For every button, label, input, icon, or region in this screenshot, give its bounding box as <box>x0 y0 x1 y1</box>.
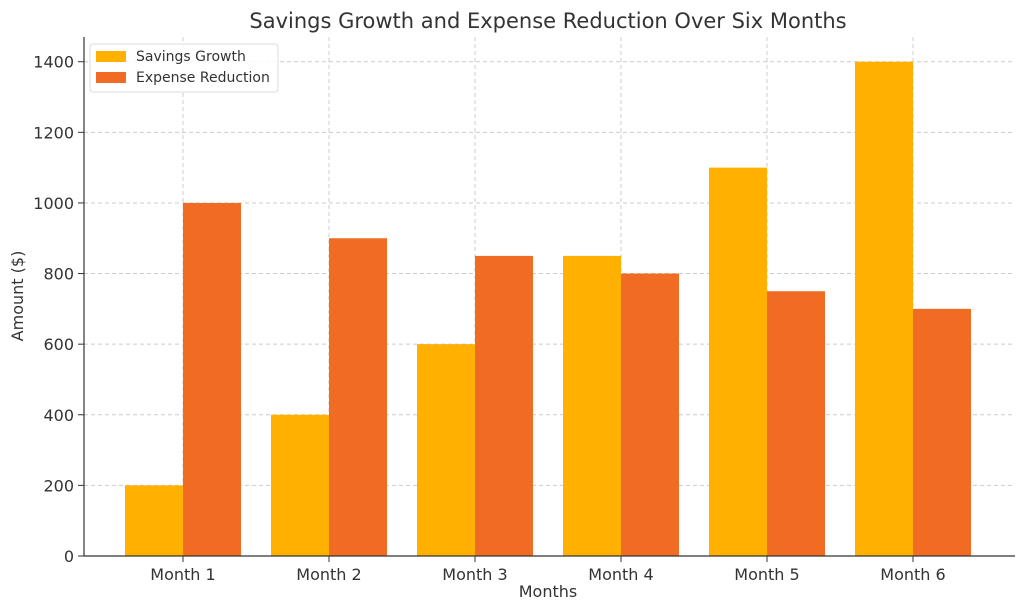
bar-expense-reduction <box>767 291 825 556</box>
x-tick-label: Month 4 <box>588 565 653 584</box>
y-tick-label: 600 <box>43 335 74 354</box>
bar-savings-growth <box>271 414 329 556</box>
x-axis-label: Months <box>519 582 577 601</box>
legend: Savings Growth Expense Reduction <box>89 43 279 93</box>
legend-label: Expense Reduction <box>136 70 270 86</box>
chart-title: Savings Growth and Expense Reduction Ove… <box>249 9 846 33</box>
legend-swatch <box>96 72 126 83</box>
bar-expense-reduction <box>475 255 533 557</box>
y-tick-label: 0 <box>64 547 74 566</box>
y-tick-label: 200 <box>43 476 74 495</box>
y-ticks: 0 200 400 600 800 1000 1200 1400 <box>33 53 84 566</box>
bar-expense-reduction <box>329 238 387 556</box>
axes <box>83 37 1015 557</box>
bar-expense-reduction <box>183 202 241 556</box>
bar-savings-growth <box>855 61 913 556</box>
legend-swatch <box>96 51 126 62</box>
legend-box <box>89 43 279 93</box>
bar-savings-growth <box>125 485 183 556</box>
y-tick-label: 1400 <box>33 53 74 72</box>
y-tick-label: 1000 <box>33 194 74 213</box>
y-tick-label: 1200 <box>33 123 74 142</box>
y-tick-label: 400 <box>43 406 74 425</box>
bar-expense-reduction <box>621 273 679 556</box>
bar-savings-growth <box>563 255 621 557</box>
x-tick-label: Month 2 <box>296 565 361 584</box>
x-tick-label: Month 5 <box>734 565 799 584</box>
y-axis-label: Amount ($) <box>8 251 27 342</box>
bar-expense-reduction <box>913 308 971 556</box>
bar-savings-growth <box>709 167 767 556</box>
x-tick-label: Month 1 <box>150 565 215 584</box>
x-tick-label: Month 3 <box>442 565 507 584</box>
x-ticks: Month 1 Month 2 Month 3 Month 4 Month 5 Month… <box>150 556 946 584</box>
legend-label: Savings Growth <box>136 49 246 65</box>
x-tick-label: Month 6 <box>880 565 945 584</box>
bars <box>125 61 971 557</box>
bar-savings-growth <box>417 344 475 556</box>
y-tick-label: 800 <box>43 265 74 284</box>
